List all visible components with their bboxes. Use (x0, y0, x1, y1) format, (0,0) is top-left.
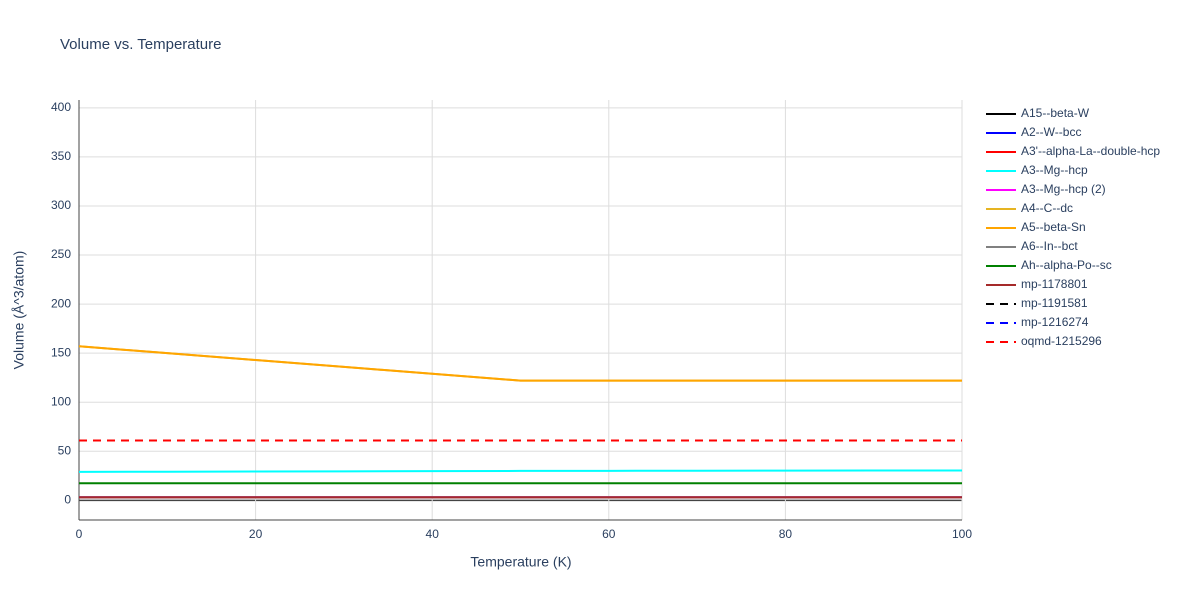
x-tick-label: 20 (249, 527, 263, 541)
legend-label: A6--In--bct (1021, 239, 1078, 253)
y-tick-label: 350 (51, 149, 71, 163)
legend-label: A3'--alpha-La--double-hcp (1021, 144, 1160, 158)
legend-label: A5--beta-Sn (1021, 220, 1086, 234)
legend-label: A15--beta-W (1021, 106, 1090, 120)
legend-label: A4--C--dc (1021, 201, 1073, 215)
legend-label: oqmd-1215296 (1021, 334, 1102, 348)
legend-label: A3--Mg--hcp (1021, 163, 1088, 177)
y-tick-label: 200 (51, 296, 71, 310)
y-tick-label: 150 (51, 345, 71, 359)
y-tick-label: 400 (51, 100, 71, 114)
y-tick-label: 50 (58, 443, 72, 457)
x-tick-label: 60 (602, 527, 616, 541)
x-axis-title: Temperature (K) (470, 554, 571, 570)
y-tick-label: 100 (51, 394, 71, 408)
legend-label: A3--Mg--hcp (2) (1021, 182, 1106, 196)
legend-label: mp-1178801 (1021, 277, 1088, 291)
y-tick-label: 0 (64, 493, 71, 507)
x-tick-label: 100 (952, 527, 972, 541)
x-tick-label: 0 (76, 527, 83, 541)
x-tick-label: 80 (779, 527, 793, 541)
series-line (78, 345, 962, 382)
series-line (78, 469, 963, 473)
y-tick-label: 300 (51, 198, 71, 212)
y-tick-label: 250 (51, 247, 71, 261)
series-line (78, 345, 962, 382)
legend-label: mp-1191581 (1021, 296, 1088, 310)
legend-label: Ah--alpha-Po--sc (1021, 258, 1112, 272)
legend-label: mp-1216274 (1021, 315, 1089, 329)
chart-title: Volume vs. Temperature (60, 36, 221, 53)
x-tick-label: 40 (426, 527, 440, 541)
y-axis-title: Volume (Å^3/atom) (11, 251, 27, 370)
legend-label: A2--W--bcc (1021, 125, 1081, 139)
